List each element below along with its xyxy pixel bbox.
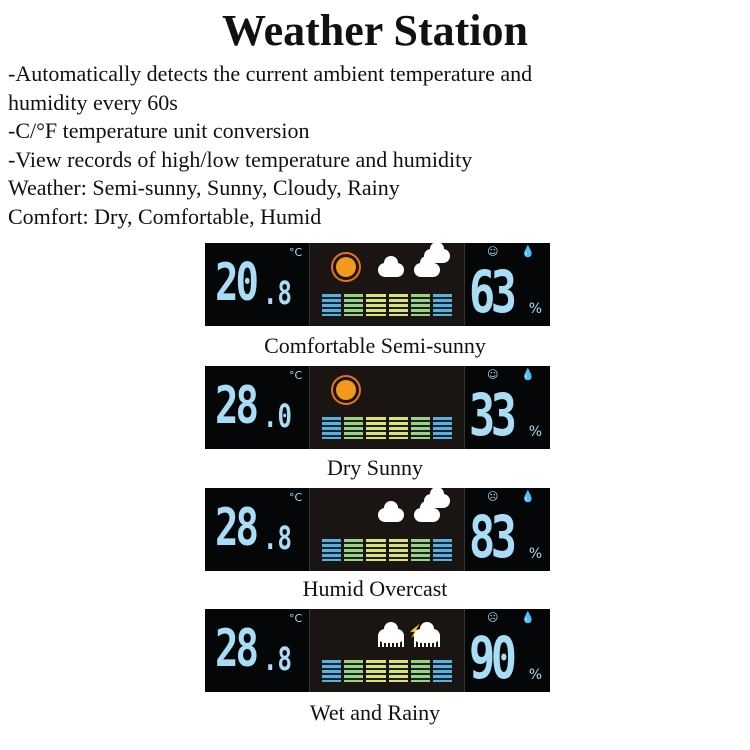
- humidity-value: 83: [469, 503, 517, 571]
- weather-panel: [310, 487, 465, 571]
- feature-line: -Automatically detects the current ambie…: [8, 61, 533, 86]
- history-bar: [366, 660, 386, 682]
- history-bar: [410, 294, 430, 316]
- cloud-icon: [378, 256, 404, 277]
- history-bar: [322, 417, 342, 439]
- percent-sign: %: [528, 424, 542, 440]
- temperature-panel: 28 .8 °C: [205, 609, 310, 692]
- percent-sign: %: [528, 546, 542, 562]
- history-bar-graph: [322, 417, 453, 439]
- history-bar-graph: [322, 539, 453, 561]
- humidity-value: 63: [469, 258, 517, 326]
- feature-line: -C/°F temperature unit conversion: [8, 118, 310, 143]
- humidity-drop-icon: 💧: [521, 611, 535, 624]
- history-bar: [344, 294, 364, 316]
- feature-list: -Automatically detects the current ambie…: [8, 60, 532, 231]
- temperature-integer: 28: [215, 619, 259, 679]
- sun-icon: [336, 380, 356, 400]
- humidity-value: 33: [469, 381, 517, 449]
- temperature-panel: 20 .8 °C: [205, 243, 310, 326]
- display-caption: Wet and Rainy: [309, 700, 441, 725]
- comfort-face-icon: ☹: [487, 611, 499, 624]
- display-caption: Humid Overcast: [302, 576, 448, 601]
- cloud-icon: [378, 501, 404, 522]
- percent-sign: %: [528, 667, 542, 683]
- rain-icon: [414, 637, 440, 647]
- cloud-icon: [424, 242, 450, 263]
- history-bar: [410, 539, 430, 561]
- weather-panel: ⚡: [310, 609, 465, 692]
- celsius-unit: °C: [289, 491, 303, 504]
- temperature-decimal: .0: [263, 397, 292, 435]
- temperature-decimal: .8: [263, 640, 292, 678]
- comfort-face-icon: ☹: [487, 490, 499, 503]
- weather-display: 20 .8 °C ☺ 💧 63 %: [205, 242, 550, 326]
- cloud-icon: [424, 487, 450, 508]
- history-bar-graph: [322, 294, 453, 316]
- cloud-icon: [414, 501, 440, 522]
- history-bar: [322, 294, 342, 316]
- history-bar: [388, 660, 408, 682]
- humidity-panel: ☹ 💧 90 %: [465, 609, 550, 692]
- humidity-value: 90: [469, 624, 517, 692]
- feature-line: humidity every 60s: [8, 89, 178, 115]
- temperature-integer: 20: [215, 253, 259, 313]
- history-bar: [388, 539, 408, 561]
- humidity-panel: ☺ 💧 33 %: [465, 366, 550, 449]
- humidity-drop-icon: 💧: [521, 490, 535, 503]
- weather-display: 28 .8 °C ⚡ ☹ 💧 90 %: [205, 609, 550, 692]
- temperature-integer: 28: [215, 498, 259, 558]
- humidity-drop-icon: 💧: [521, 368, 535, 381]
- weather-panel: [310, 242, 465, 326]
- history-bar: [366, 539, 386, 561]
- humidity-drop-icon: 💧: [521, 245, 535, 258]
- sun-icon: [336, 257, 356, 277]
- page-title: Weather Station: [222, 6, 528, 55]
- history-bar: [344, 660, 364, 682]
- celsius-unit: °C: [289, 612, 303, 625]
- weather-display: 28 .0 °C ☺ 💧 33 %: [205, 366, 550, 449]
- history-bar: [344, 539, 364, 561]
- humidity-panel: ☺ 💧 63 %: [465, 243, 550, 326]
- history-bar: [366, 417, 386, 439]
- humidity-panel: ☹ 💧 83 %: [465, 488, 550, 571]
- history-bar: [388, 417, 408, 439]
- history-bar: [322, 539, 342, 561]
- history-bar: [410, 660, 430, 682]
- temperature-panel: 28 .8 °C: [205, 488, 310, 571]
- history-bar: [432, 660, 453, 682]
- history-bar: [432, 294, 453, 316]
- history-bar: [388, 294, 408, 316]
- feature-line: Weather: Semi-sunny, Sunny, Cloudy, Rain…: [8, 175, 400, 200]
- history-bar: [344, 417, 364, 439]
- history-bar: [432, 539, 453, 561]
- celsius-unit: °C: [289, 246, 303, 259]
- temperature-decimal: .8: [263, 274, 292, 312]
- display-caption: Comfortable Semi-sunny: [264, 333, 486, 358]
- temperature-decimal: .8: [263, 519, 292, 557]
- feature-line: -View records of high/low temperature an…: [8, 146, 473, 172]
- temperature-integer: 28: [215, 376, 259, 436]
- history-bar: [366, 294, 386, 316]
- comfort-face-icon: ☺: [487, 245, 499, 258]
- temperature-panel: 28 .0 °C: [205, 366, 310, 449]
- history-bar: [322, 660, 342, 682]
- display-caption: Dry Sunny: [327, 455, 423, 480]
- rain-icon: [378, 637, 404, 647]
- cloud-icon: [414, 256, 440, 277]
- comfort-face-icon: ☺: [487, 368, 499, 381]
- feature-line: Comfort: Dry, Comfortable, Humid: [8, 203, 322, 229]
- weather-display: 28 .8 °C ☹ 💧 83 %: [205, 487, 550, 571]
- percent-sign: %: [528, 301, 542, 317]
- history-bar: [432, 417, 453, 439]
- weather-panel: [310, 366, 465, 449]
- celsius-unit: °C: [289, 369, 303, 382]
- history-bar-graph: [322, 660, 453, 682]
- history-bar: [410, 417, 430, 439]
